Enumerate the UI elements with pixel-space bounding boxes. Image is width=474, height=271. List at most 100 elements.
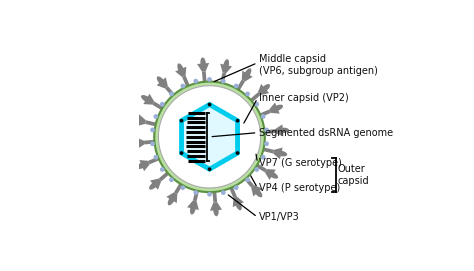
Text: Outer
capsid: Outer capsid — [337, 164, 369, 186]
Ellipse shape — [141, 95, 152, 103]
Text: Segmented dsRNA genome: Segmented dsRNA genome — [259, 128, 392, 138]
Polygon shape — [244, 177, 254, 188]
Polygon shape — [136, 137, 144, 149]
Polygon shape — [275, 124, 283, 137]
Circle shape — [207, 192, 212, 197]
Polygon shape — [145, 120, 157, 127]
Polygon shape — [264, 129, 275, 134]
Polygon shape — [236, 80, 245, 91]
Circle shape — [236, 119, 239, 122]
Polygon shape — [143, 94, 154, 105]
Circle shape — [150, 141, 155, 146]
Polygon shape — [262, 147, 274, 153]
Ellipse shape — [190, 203, 196, 215]
Circle shape — [154, 82, 265, 192]
Circle shape — [261, 114, 265, 119]
Text: VP7 (G serotype): VP7 (G serotype) — [259, 158, 341, 168]
Ellipse shape — [157, 76, 166, 86]
Ellipse shape — [223, 59, 229, 71]
Polygon shape — [220, 64, 232, 73]
Ellipse shape — [168, 195, 175, 205]
Circle shape — [150, 128, 155, 132]
Circle shape — [234, 185, 238, 190]
Circle shape — [181, 84, 185, 88]
Circle shape — [160, 102, 164, 107]
Polygon shape — [210, 202, 222, 211]
Polygon shape — [166, 192, 177, 203]
Text: VP1/VP3: VP1/VP3 — [259, 212, 299, 222]
Ellipse shape — [254, 188, 262, 197]
Ellipse shape — [136, 162, 147, 169]
Polygon shape — [242, 71, 253, 82]
Polygon shape — [152, 101, 164, 111]
Polygon shape — [202, 71, 207, 83]
Polygon shape — [193, 189, 199, 201]
Circle shape — [180, 151, 183, 155]
Polygon shape — [258, 84, 269, 95]
Text: Middle capsid
(VP6, subgroup antigen): Middle capsid (VP6, subgroup antigen) — [259, 54, 377, 76]
Ellipse shape — [260, 84, 270, 93]
Polygon shape — [148, 156, 160, 164]
Circle shape — [245, 178, 250, 182]
Ellipse shape — [235, 199, 242, 210]
Polygon shape — [182, 105, 237, 169]
Ellipse shape — [267, 171, 278, 179]
Polygon shape — [159, 171, 170, 181]
Polygon shape — [150, 179, 161, 190]
Text: VP4 (P serotype): VP4 (P serotype) — [259, 183, 340, 193]
Circle shape — [221, 190, 226, 195]
Ellipse shape — [277, 128, 289, 133]
Polygon shape — [251, 185, 263, 196]
Polygon shape — [137, 114, 146, 126]
Polygon shape — [233, 197, 244, 207]
Circle shape — [264, 128, 269, 132]
Circle shape — [245, 92, 250, 96]
Ellipse shape — [132, 117, 144, 123]
Polygon shape — [197, 63, 209, 72]
Ellipse shape — [275, 150, 287, 156]
Polygon shape — [156, 77, 168, 88]
Ellipse shape — [272, 105, 283, 112]
Circle shape — [154, 155, 158, 160]
Circle shape — [154, 114, 158, 119]
Ellipse shape — [177, 63, 184, 75]
Polygon shape — [265, 169, 276, 180]
Circle shape — [208, 167, 211, 171]
Polygon shape — [259, 109, 271, 117]
Polygon shape — [269, 102, 280, 114]
Circle shape — [169, 92, 174, 96]
Ellipse shape — [213, 204, 219, 216]
Polygon shape — [174, 182, 183, 194]
Circle shape — [160, 167, 164, 172]
Circle shape — [264, 141, 269, 146]
Circle shape — [207, 77, 212, 82]
Polygon shape — [229, 186, 237, 198]
Circle shape — [180, 119, 183, 122]
Ellipse shape — [149, 181, 159, 190]
Polygon shape — [220, 72, 226, 84]
Polygon shape — [139, 160, 150, 171]
Polygon shape — [187, 201, 199, 210]
Ellipse shape — [201, 57, 206, 69]
Polygon shape — [182, 76, 190, 88]
Polygon shape — [165, 86, 175, 97]
Circle shape — [221, 79, 226, 83]
Circle shape — [158, 86, 261, 188]
Circle shape — [234, 84, 238, 88]
Circle shape — [255, 167, 259, 172]
Circle shape — [181, 185, 185, 190]
Circle shape — [193, 79, 198, 83]
Ellipse shape — [130, 140, 142, 146]
Polygon shape — [249, 92, 260, 103]
Polygon shape — [212, 191, 217, 202]
Text: Inner capsid (VP2): Inner capsid (VP2) — [259, 93, 348, 103]
Circle shape — [255, 102, 259, 107]
Circle shape — [208, 103, 211, 107]
Polygon shape — [255, 163, 267, 172]
Circle shape — [169, 178, 174, 182]
Circle shape — [193, 190, 198, 195]
Ellipse shape — [244, 68, 251, 79]
Polygon shape — [144, 140, 155, 144]
Circle shape — [261, 155, 265, 160]
Circle shape — [236, 151, 239, 155]
